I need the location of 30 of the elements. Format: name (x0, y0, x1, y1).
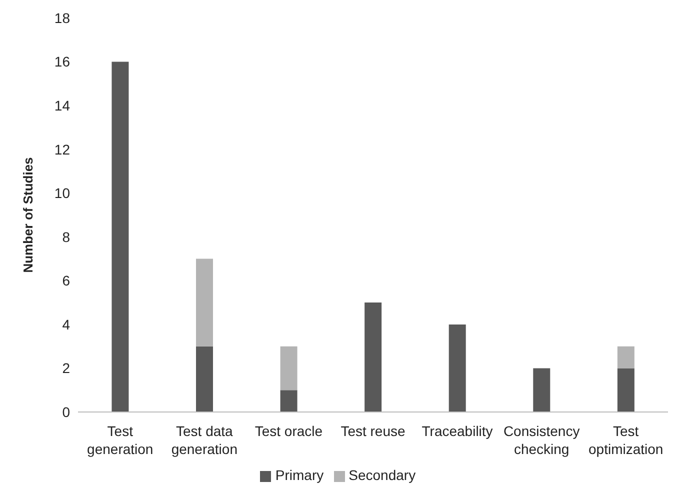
x-tick-label: Test generation (87, 423, 154, 457)
y-tick-label: 18 (54, 10, 70, 26)
x-tick-label: Test data generation (171, 423, 238, 457)
y-tick-label: 4 (62, 316, 70, 332)
y-tick-label: 0 (62, 404, 70, 420)
y-tick-label: 6 (62, 272, 70, 289)
bar (617, 346, 634, 368)
y-axis-title: Number of Studies (20, 157, 36, 273)
bar (112, 62, 129, 412)
bar (448, 324, 466, 412)
bar (364, 302, 382, 412)
x-tick-label: Consistency checking (503, 423, 580, 457)
bar (533, 368, 550, 412)
y-tick-label: 16 (54, 54, 70, 70)
x-tick-label: Test optimization (588, 423, 664, 457)
y-tick-label: 2 (62, 360, 70, 376)
bar (196, 258, 213, 346)
legend-label: Primary (275, 467, 324, 483)
bar (617, 368, 634, 412)
x-tick-label: Test reuse (340, 423, 406, 439)
y-tick-label: 12 (54, 141, 70, 158)
legend-label: Secondary (348, 467, 416, 483)
y-tick-label: 8 (62, 228, 70, 245)
bar (280, 390, 298, 412)
bar (280, 346, 298, 390)
y-tick-label: 14 (54, 98, 70, 114)
x-tick-label: Test oracle (254, 423, 323, 439)
bar (196, 346, 213, 412)
y-tick-label: 10 (54, 185, 70, 202)
x-tick-label: Traceability (422, 423, 493, 439)
